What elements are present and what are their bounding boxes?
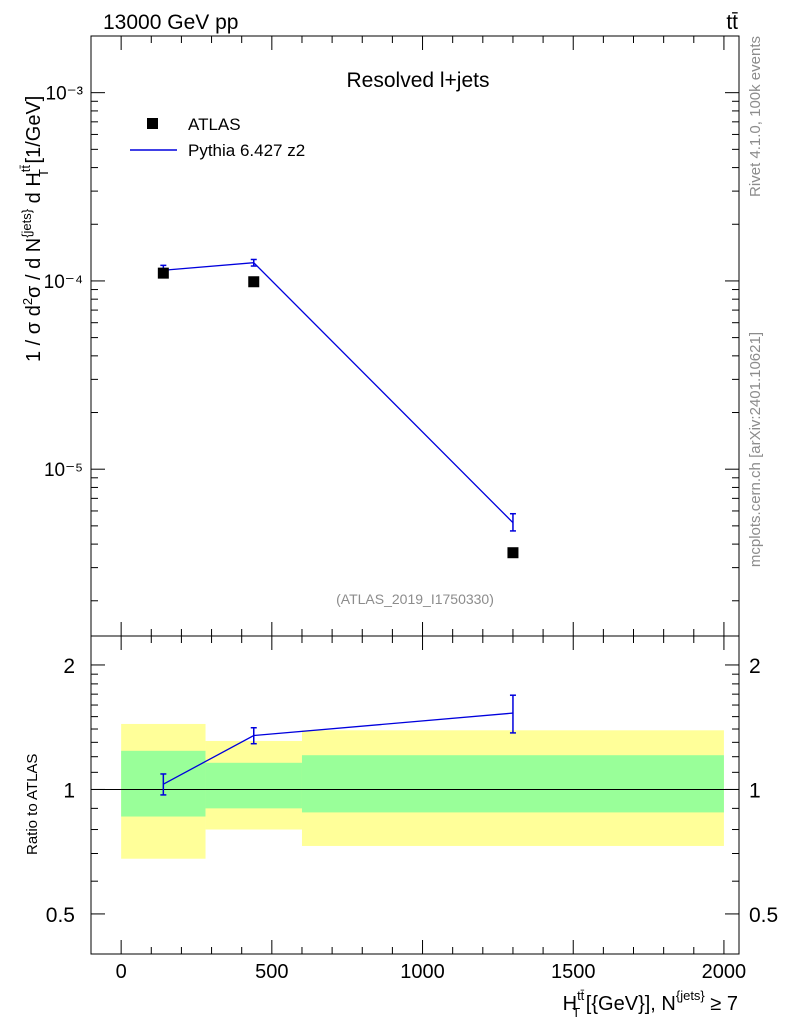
atlas-data-point xyxy=(157,267,169,279)
main-y-tick-label: 10⁻⁵ xyxy=(44,460,83,481)
legend-atlas-marker xyxy=(147,118,158,129)
rivet-version-label: Rivet 4.1.0, 100k events xyxy=(747,36,764,197)
ratio-y-axis-label: Ratio to ATLAS xyxy=(24,754,41,855)
legend-atlas-label: ATLAS xyxy=(188,115,241,134)
main-y-tick-label: 10⁻³ xyxy=(46,84,84,105)
x-axis-label: Htt̄ T [{GeV}], N{jets} ≥ 7 xyxy=(563,988,738,1020)
main-y-axis-label: 1 / σ d2σ / d N{jets} d Htt̄T [1/GeV] xyxy=(18,96,51,362)
pythia-line xyxy=(163,262,514,524)
atlas-data-point xyxy=(507,547,519,559)
ratio-y-tick-label-right: 1 xyxy=(749,779,761,802)
main-title: Resolved l+jets xyxy=(347,69,490,92)
x-tick-label: 500 xyxy=(255,961,288,983)
x-tick-label: 2000 xyxy=(702,961,747,983)
analysis-tag: (ATLAS_2019_I1750330) xyxy=(336,591,494,607)
x-tick-label: 0 xyxy=(116,961,127,983)
ratio-y-tick-label-right: 2 xyxy=(749,655,761,678)
main-y-tick-label: 10⁻⁴ xyxy=(44,272,83,293)
ratio-panel-frame xyxy=(90,635,740,955)
header-right-label: tt̄ xyxy=(726,11,738,34)
ratio-band-green xyxy=(301,755,724,813)
header-left-label: 13000 GeV pp xyxy=(103,11,238,34)
ratio-y-tick-label: 1 xyxy=(63,779,75,802)
legend-pythia-label: Pythia 6.427 z2 xyxy=(188,141,305,160)
ratio-y-tick-label: 2 xyxy=(63,655,75,678)
atlas-data-point xyxy=(248,276,260,288)
ratio-y-tick-label-right: 0.5 xyxy=(749,904,778,927)
ratio-band-green xyxy=(205,762,302,809)
ratio-panel: 0.5 0.5 1 1 2 2 0 500 1000 1500 2000 xyxy=(46,635,778,983)
mcplots-label: mcplots.cern.ch [arXiv:2401.10621] xyxy=(747,332,764,567)
x-tick-label: 1000 xyxy=(400,961,445,983)
x-tick-label: 1500 xyxy=(551,961,596,983)
ratio-y-tick-label: 0.5 xyxy=(46,904,75,927)
main-panel: Resolved l+jets (ATLAS_2019_I1750330) 10… xyxy=(44,35,740,637)
